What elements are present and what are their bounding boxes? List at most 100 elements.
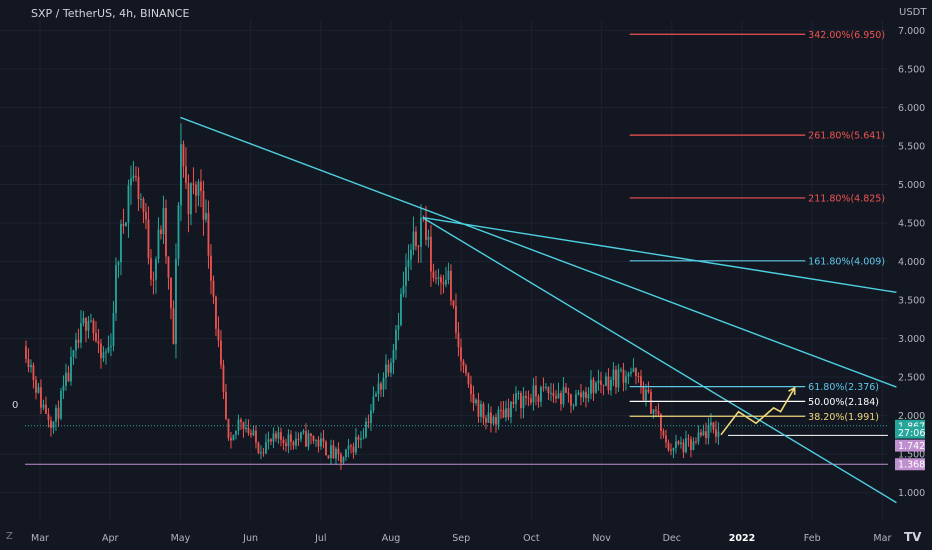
candle-body bbox=[317, 439, 320, 447]
candle-body bbox=[480, 403, 482, 417]
fib-level-label: 50.00%(2.184) bbox=[808, 397, 879, 408]
x-tick-label: May bbox=[171, 533, 191, 544]
candle-body bbox=[235, 430, 237, 435]
candle-body bbox=[185, 166, 187, 184]
candle-body bbox=[592, 379, 595, 393]
candle-body bbox=[512, 401, 515, 404]
candle-body bbox=[325, 441, 327, 456]
candle-body bbox=[150, 258, 152, 280]
candle-body bbox=[710, 422, 712, 426]
candle-body bbox=[72, 350, 75, 357]
candle-body bbox=[142, 198, 145, 212]
candle-body bbox=[47, 413, 50, 421]
candle-body bbox=[295, 438, 297, 446]
candle-body bbox=[137, 176, 140, 200]
candle-body bbox=[555, 395, 557, 399]
candle-body bbox=[100, 343, 102, 359]
y-tick-label: 4.000 bbox=[898, 257, 925, 268]
candle-body bbox=[662, 430, 665, 436]
x-tick-label: Dec bbox=[663, 533, 681, 544]
tradingview-logo: TV bbox=[904, 530, 922, 544]
candle-body bbox=[410, 249, 412, 260]
candle-body bbox=[715, 429, 717, 437]
fib-level-label: 61.80%(2.376) bbox=[808, 382, 879, 393]
candle-body bbox=[545, 386, 547, 388]
candle-body bbox=[617, 369, 620, 388]
candle-body bbox=[222, 364, 225, 393]
y-tick-label: 5.000 bbox=[898, 180, 925, 191]
price-box bbox=[895, 458, 925, 471]
candle-body bbox=[307, 433, 310, 447]
candle-body bbox=[32, 365, 35, 381]
candle-body bbox=[175, 258, 177, 345]
candle-body bbox=[452, 300, 455, 306]
candle-body bbox=[570, 394, 572, 406]
candle-body bbox=[627, 373, 630, 377]
x-tick-label: Aug bbox=[382, 533, 401, 544]
candle-body bbox=[697, 432, 700, 442]
candle-body bbox=[355, 436, 357, 453]
fib-level-label: 38.20%(1.991) bbox=[808, 412, 879, 423]
candle-body bbox=[465, 365, 467, 374]
candle-body bbox=[497, 409, 500, 425]
candle-body bbox=[702, 431, 705, 436]
candle-body bbox=[432, 271, 435, 278]
trendline bbox=[422, 216, 897, 294]
candle-body bbox=[212, 280, 215, 297]
candle-body bbox=[147, 219, 150, 259]
candle-body bbox=[110, 346, 112, 348]
candle-body bbox=[615, 369, 617, 388]
candle-body bbox=[342, 456, 345, 463]
candle-body bbox=[292, 441, 295, 446]
candle-body bbox=[550, 392, 552, 394]
candle-body bbox=[315, 439, 317, 441]
candle-body bbox=[282, 440, 285, 444]
candle-body bbox=[270, 439, 272, 442]
currency-label: USDT bbox=[899, 7, 927, 18]
candle-body bbox=[687, 438, 690, 440]
candle-body bbox=[167, 256, 170, 278]
candle-body bbox=[607, 376, 610, 391]
candle-body bbox=[290, 434, 292, 442]
candle-body bbox=[117, 262, 120, 265]
candle-body bbox=[360, 438, 362, 440]
candle-body bbox=[625, 376, 627, 383]
candle-body bbox=[645, 389, 647, 401]
candle-body bbox=[612, 369, 615, 380]
candle-body bbox=[505, 408, 507, 418]
fib-level-label: 161.80%(4.009) bbox=[808, 256, 885, 267]
candle-body bbox=[605, 376, 607, 386]
candle-body bbox=[677, 441, 680, 444]
candle-body bbox=[202, 191, 205, 220]
candle-body bbox=[502, 409, 505, 418]
candle-body bbox=[30, 365, 32, 368]
candle-body bbox=[227, 418, 230, 438]
candle-body bbox=[327, 455, 330, 459]
candle-body bbox=[122, 224, 125, 227]
price-box-label: 1.368 bbox=[898, 460, 925, 471]
candle-body bbox=[685, 438, 687, 453]
candle-body bbox=[440, 277, 442, 283]
candle-body bbox=[87, 321, 90, 331]
candle-body bbox=[70, 356, 72, 382]
candle-body bbox=[82, 317, 85, 324]
candle-body bbox=[90, 320, 92, 322]
candle-body bbox=[372, 396, 375, 411]
candle-body bbox=[180, 144, 182, 206]
trendline bbox=[180, 116, 897, 388]
candle-body bbox=[337, 448, 340, 455]
candle-body bbox=[130, 178, 132, 186]
candle-body bbox=[332, 445, 335, 459]
candle-body bbox=[707, 425, 710, 439]
candle-body bbox=[265, 442, 267, 454]
candle-body bbox=[367, 421, 370, 423]
fib-level-label: 211.80%(4.825) bbox=[808, 193, 885, 204]
fib-level-label: 261.80%(5.641) bbox=[808, 131, 885, 142]
candle-body bbox=[655, 409, 657, 412]
candle-body bbox=[302, 431, 305, 433]
candle-body bbox=[155, 259, 157, 280]
candle-body bbox=[567, 392, 570, 395]
candle-body bbox=[157, 229, 160, 260]
log-scale-icon[interactable]: Z bbox=[6, 531, 13, 542]
